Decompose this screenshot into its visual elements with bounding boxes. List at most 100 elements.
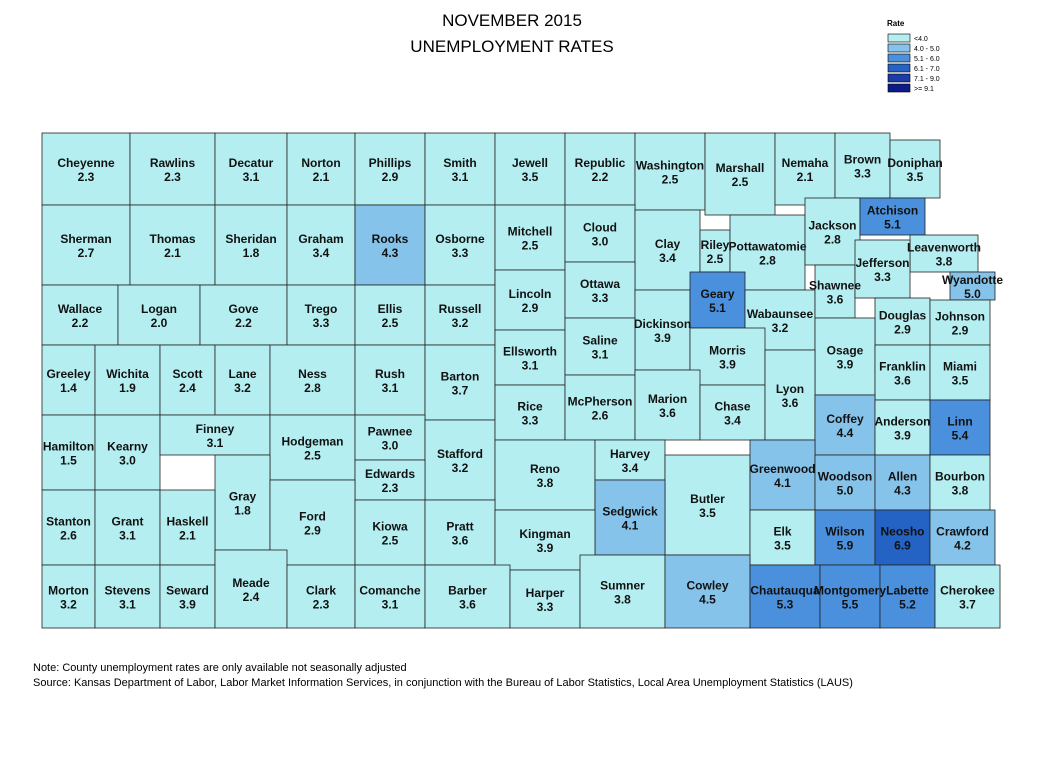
county <box>634 209 701 291</box>
county <box>699 229 731 273</box>
county <box>814 394 876 456</box>
county-name: Bourbon <box>935 470 985 484</box>
county-rate: 2.8 <box>304 381 321 395</box>
county <box>929 454 991 511</box>
county-rate: 2.2 <box>592 170 609 184</box>
county <box>874 454 931 511</box>
county-name: Sheridan <box>225 232 276 246</box>
county <box>494 439 596 511</box>
county-name: Gove <box>228 302 258 316</box>
county-name: Saline <box>582 334 618 348</box>
county-rate: 3.1 <box>452 170 469 184</box>
legend-label: >= 9.1 <box>914 86 934 93</box>
county <box>214 132 288 206</box>
county-name: Marshall <box>716 161 765 175</box>
county-name: Doniphan <box>887 156 942 170</box>
county-name: Scott <box>173 367 203 381</box>
county-rate: 3.4 <box>724 414 741 428</box>
county-name: Wyandotte <box>942 273 1003 287</box>
county-rate: 1.9 <box>119 381 136 395</box>
county-name: Sherman <box>60 232 111 246</box>
county-rate: 2.4 <box>179 381 196 395</box>
county-rate: 2.9 <box>894 323 911 337</box>
county <box>594 479 666 556</box>
county-name: Hamilton <box>43 440 94 454</box>
legend-title: Rate <box>887 19 905 28</box>
county-rate: 2.3 <box>382 481 399 495</box>
county <box>949 271 996 301</box>
county-rate: 5.4 <box>952 429 969 443</box>
county-name: Sedgwick <box>602 505 658 519</box>
county <box>199 284 288 346</box>
county <box>929 399 991 456</box>
county <box>634 369 701 441</box>
county-rate: 2.5 <box>304 449 321 463</box>
county-name: Ellsworth <box>503 345 557 359</box>
county-rate: 1.8 <box>243 246 260 260</box>
county <box>286 564 356 629</box>
county-rate: 2.8 <box>824 233 841 247</box>
county-name: Butler <box>690 492 725 506</box>
county-rate: 3.3 <box>313 316 330 330</box>
county <box>286 284 356 346</box>
county-rate: 4.5 <box>699 593 716 607</box>
county-name: Lyon <box>776 382 804 396</box>
county-rate: 3.1 <box>522 359 539 373</box>
county <box>94 564 161 629</box>
county <box>634 289 691 371</box>
county-rate: 3.3 <box>522 414 539 428</box>
county-rate: 3.5 <box>774 539 791 553</box>
county-rate: 2.3 <box>313 598 330 612</box>
county-name: Kingman <box>519 527 570 541</box>
county-name: Meade <box>232 576 270 590</box>
county-name: Brown <box>844 153 881 167</box>
county-rate: 2.0 <box>151 316 168 330</box>
county-name: Cherokee <box>940 584 995 598</box>
legend-label: 6.1 - 7.0 <box>914 66 940 73</box>
legend-swatch <box>887 63 911 73</box>
county-rate: 3.6 <box>827 293 844 307</box>
county-rate: 2.7 <box>78 246 95 260</box>
legend-label: 5.1 - 6.0 <box>914 56 940 63</box>
county-name: Edwards <box>365 467 415 481</box>
county <box>579 554 666 629</box>
county <box>41 132 131 206</box>
county-rate: 2.5 <box>662 173 679 187</box>
county-name: Wabaunsee <box>747 307 814 321</box>
county <box>879 564 936 629</box>
county-name: Labette <box>886 584 929 598</box>
note: Note: County unemployment rates are only… <box>33 662 407 674</box>
county <box>804 197 861 266</box>
county-rate: 2.5 <box>382 316 399 330</box>
county-name: Republic <box>575 156 626 170</box>
county-name: Washington <box>636 159 704 173</box>
county <box>424 564 511 629</box>
county-name: Gray <box>229 490 257 504</box>
county-rate: 4.3 <box>894 484 911 498</box>
county-name: Rawlins <box>150 156 196 170</box>
county-rate: 3.0 <box>592 235 609 249</box>
county-rate: 3.1 <box>119 598 136 612</box>
county-name: Marion <box>648 392 687 406</box>
county-name: Barber <box>448 584 487 598</box>
county <box>699 384 766 441</box>
county <box>354 499 426 566</box>
county-name: Cowley <box>686 579 728 593</box>
county-rate: 3.2 <box>452 461 469 475</box>
county-name: Comanche <box>359 584 421 598</box>
county-rate: 2.4 <box>243 590 260 604</box>
county-rate: 3.9 <box>179 598 196 612</box>
county-rate: 3.1 <box>592 348 609 362</box>
county-name: Woodson <box>818 470 872 484</box>
county-rate: 3.6 <box>459 598 476 612</box>
county-name: Allen <box>888 470 917 484</box>
county-name: Linn <box>947 415 972 429</box>
county-rate: 2.3 <box>164 170 181 184</box>
county-rate: 3.1 <box>119 529 136 543</box>
county-rate: 5.2 <box>899 598 916 612</box>
county-rate: 4.2 <box>954 539 971 553</box>
county-rate: 4.1 <box>622 519 639 533</box>
county <box>94 414 161 491</box>
county-name: Reno <box>530 462 560 476</box>
county-rate: 3.5 <box>522 170 539 184</box>
